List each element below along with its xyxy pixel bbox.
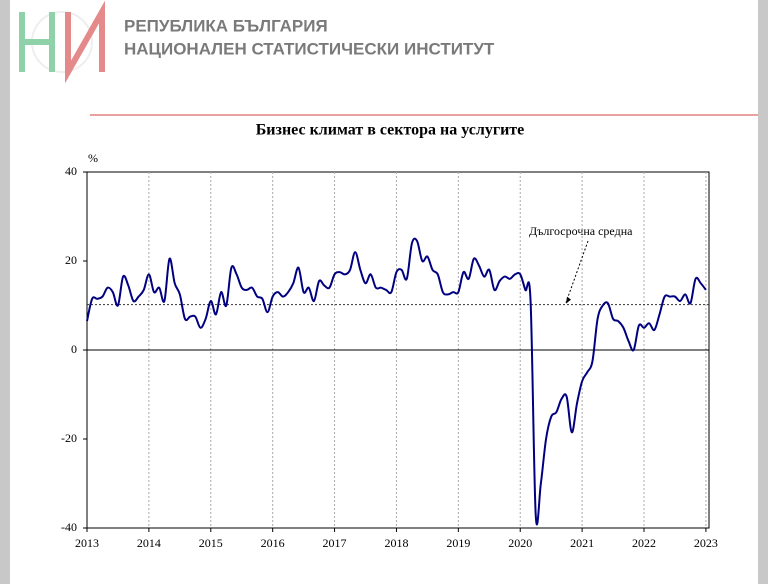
- y-axis-label: %: [88, 151, 98, 165]
- x-tick-label: 2018: [384, 536, 408, 550]
- chart-title: Бизнес климат в сектора на услугите: [256, 122, 525, 139]
- x-tick-label: 2014: [137, 536, 161, 550]
- logo: [19, 0, 105, 84]
- x-tick-label: 2019: [446, 536, 470, 550]
- x-tick-label: 2023: [694, 536, 718, 550]
- left-margin: [0, 0, 10, 584]
- x-tick-label: 2020: [508, 536, 532, 550]
- x-tick-label: 2021: [570, 536, 594, 550]
- x-tick-label: 2016: [261, 536, 285, 550]
- y-tick-label: 40: [65, 164, 77, 178]
- annotation-arrow: [565, 240, 589, 303]
- x-tick-label: 2022: [632, 536, 656, 550]
- x-tick-label: 2013: [75, 536, 99, 550]
- data-line: [86, 237, 707, 526]
- annotation: Дългосрочна средна: [529, 224, 633, 238]
- y-tick-label: 20: [65, 253, 77, 267]
- y-tick-label: -40: [61, 520, 77, 534]
- x-tick-label: 2015: [199, 536, 223, 550]
- annotation-arrowhead: [566, 296, 571, 304]
- x-tick-label: 2017: [323, 536, 347, 550]
- y-tick-label: 0: [71, 342, 77, 356]
- right-margin: [758, 0, 768, 584]
- header-subtitle: НАЦИОНАЛЕН СТАТИСТИЧЕСКИ ИНСТИТУТ: [124, 39, 495, 58]
- y-tick-label: -20: [61, 431, 77, 445]
- header-title: РЕПУБЛИКА БЪЛГАРИЯ: [124, 16, 328, 35]
